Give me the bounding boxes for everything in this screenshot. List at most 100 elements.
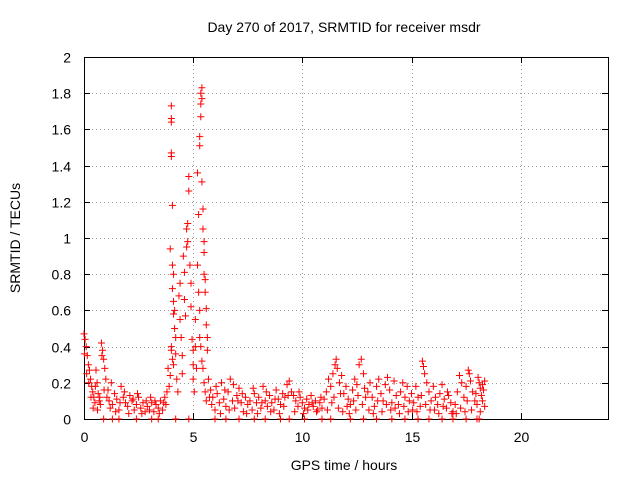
data-point xyxy=(365,406,373,414)
data-point xyxy=(381,381,389,389)
data-point xyxy=(113,395,121,403)
data-point xyxy=(268,399,276,407)
data-point xyxy=(480,386,488,394)
y-tick-label: 0.6 xyxy=(52,303,72,319)
data-point xyxy=(307,391,315,399)
y-tick-label: 1.8 xyxy=(52,86,72,102)
data-point xyxy=(301,415,309,423)
data-point xyxy=(309,402,317,410)
data-point xyxy=(200,270,208,278)
data-point xyxy=(124,402,132,410)
data-point xyxy=(344,395,352,403)
data-point xyxy=(170,310,178,318)
data-point xyxy=(154,415,162,423)
data-point xyxy=(257,404,265,412)
data-point xyxy=(104,386,112,394)
x-tick-label: 0 xyxy=(81,429,89,445)
data-point xyxy=(436,390,444,398)
data-point xyxy=(475,415,483,423)
data-point xyxy=(438,381,446,389)
data-point xyxy=(458,379,466,387)
data-point xyxy=(316,399,324,407)
data-point xyxy=(354,391,362,399)
data-point xyxy=(449,408,457,416)
data-point xyxy=(102,375,110,383)
data-point xyxy=(170,297,178,305)
data-point xyxy=(471,397,479,405)
data-point xyxy=(168,201,176,209)
data-point xyxy=(126,391,134,399)
data-point xyxy=(334,404,342,412)
data-point xyxy=(438,415,446,423)
data-point xyxy=(464,366,472,374)
data-point xyxy=(250,415,258,423)
data-point xyxy=(395,410,403,418)
data-point xyxy=(178,352,186,360)
data-point xyxy=(267,408,275,416)
data-point xyxy=(345,410,353,418)
data-point xyxy=(394,401,402,409)
y-tick-label: 0.8 xyxy=(52,267,72,283)
data-point xyxy=(461,408,469,416)
data-point xyxy=(237,399,245,407)
data-point xyxy=(178,370,186,378)
data-point xyxy=(339,408,347,416)
data-point xyxy=(167,102,175,110)
data-point xyxy=(481,377,489,385)
data-point xyxy=(313,408,321,416)
data-point xyxy=(164,364,172,372)
data-point xyxy=(239,408,247,416)
data-point xyxy=(132,415,140,423)
data-point xyxy=(168,285,176,293)
data-point xyxy=(99,346,107,354)
data-point xyxy=(456,372,464,380)
data-point xyxy=(329,370,337,378)
data-point xyxy=(211,415,219,423)
data-point xyxy=(449,415,457,423)
data-point xyxy=(84,361,92,369)
data-point xyxy=(177,334,185,342)
data-point xyxy=(445,391,453,399)
y-tick-label: 1.6 xyxy=(52,122,72,138)
data-point xyxy=(93,379,101,387)
data-point xyxy=(201,276,209,284)
y-tick-label: 0.4 xyxy=(52,340,72,356)
data-point xyxy=(291,408,299,416)
data-point xyxy=(401,415,409,423)
y-tick-label: 1.4 xyxy=(52,159,72,175)
data-point xyxy=(107,379,115,387)
data-point xyxy=(382,401,390,409)
data-point xyxy=(176,279,184,287)
data-point xyxy=(160,399,168,407)
data-point xyxy=(357,355,365,363)
data-point xyxy=(266,391,274,399)
data-point xyxy=(202,305,210,313)
data-point xyxy=(224,388,232,396)
data-point xyxy=(117,382,125,390)
axis-ticks xyxy=(84,57,608,420)
data-point xyxy=(198,95,206,103)
data-point xyxy=(374,397,382,405)
data-point xyxy=(390,377,398,385)
data-point xyxy=(465,370,473,378)
data-point xyxy=(89,404,97,412)
data-point xyxy=(198,84,206,92)
data-point xyxy=(387,406,395,414)
data-point xyxy=(388,415,396,423)
data-point xyxy=(478,381,486,389)
data-point xyxy=(142,397,150,405)
data-point xyxy=(392,391,400,399)
y-tick-label: 0 xyxy=(63,412,71,428)
data-point xyxy=(80,350,88,358)
data-point xyxy=(432,393,440,401)
data-point xyxy=(254,410,262,418)
data-point xyxy=(148,415,156,423)
data-point xyxy=(220,395,228,403)
x-axis-label: GPS time / hours xyxy=(291,457,398,473)
y-tick-label: 2 xyxy=(63,50,71,66)
data-point xyxy=(211,406,219,414)
data-point xyxy=(477,391,485,399)
data-point xyxy=(195,288,203,296)
data-point xyxy=(185,415,193,423)
data-point xyxy=(235,415,243,423)
